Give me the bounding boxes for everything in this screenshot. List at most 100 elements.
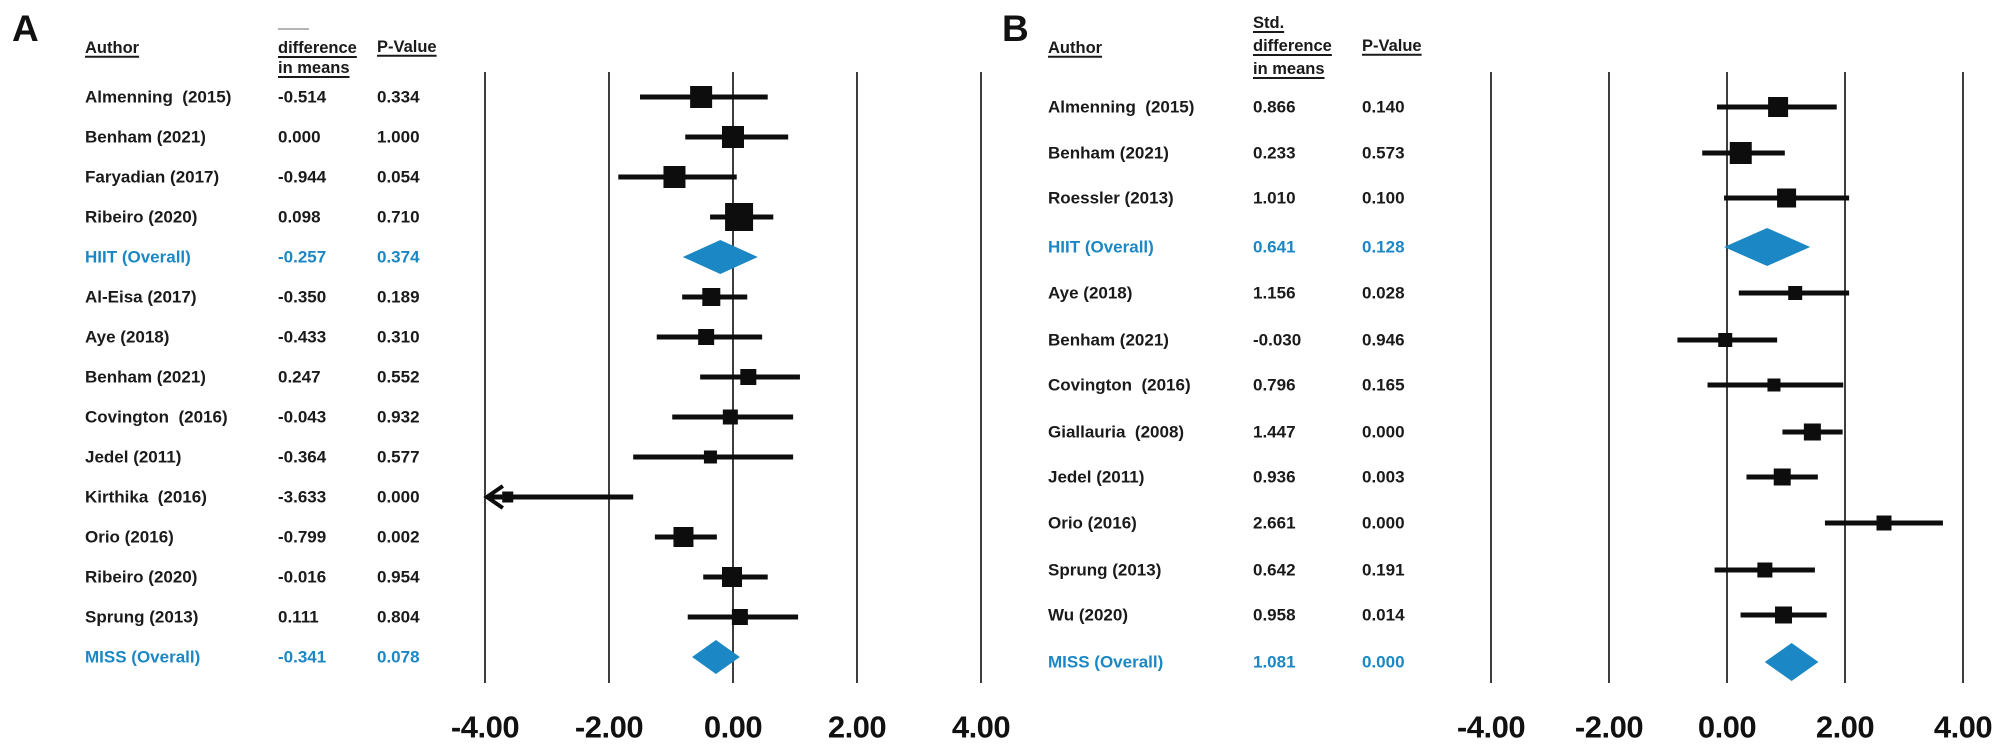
row-pvalue: 0.002 (377, 527, 420, 547)
row-effect-value: 0.866 (1253, 97, 1296, 117)
study-point-estimate-square (1803, 423, 1821, 441)
axis-tick-label: 4.00 (951, 709, 1011, 745)
author-column-header: Author (85, 38, 140, 57)
axis-tick-label: -4.00 (1456, 709, 1526, 745)
row-effect-value: 0.000 (278, 127, 321, 147)
row-effect-value: 1.081 (1253, 652, 1296, 672)
row-pvalue: 0.374 (377, 247, 420, 267)
row-author: Roessler (2013) (1048, 188, 1174, 208)
study-point-estimate-square (1876, 515, 1892, 531)
row-author: MISS (Overall) (85, 647, 201, 667)
row-author: Covington (2016) (85, 407, 228, 427)
row-pvalue: 0.552 (377, 367, 420, 387)
row-pvalue: 0.954 (377, 567, 420, 587)
row-pvalue: 0.028 (1362, 283, 1405, 303)
study-point-estimate-square (698, 329, 715, 345)
row-pvalue: 0.165 (1362, 375, 1405, 395)
axis-tick-label: -4.00 (450, 709, 520, 745)
overall-diamond (1764, 643, 1819, 681)
row-author: HIIT (Overall) (85, 247, 191, 267)
axis-tick-label: 4.00 (1933, 709, 1993, 745)
row-pvalue: 0.054 (377, 167, 420, 187)
row-author: Al-Eisa (2017) (85, 287, 197, 307)
row-effect-value: -0.944 (278, 167, 327, 187)
row-effect-value: 1.447 (1253, 422, 1296, 442)
row-effect-value: -0.341 (278, 647, 327, 667)
study-point-estimate-square (663, 166, 686, 188)
row-effect-value: -0.030 (1253, 330, 1302, 350)
row-effect-value: 0.111 (278, 607, 319, 627)
effect-column-header-line: difference (1253, 37, 1332, 55)
row-author: Giallauria (2008) (1048, 422, 1185, 442)
study-point-estimate-square (1775, 606, 1793, 624)
row-author: Wu (2020) (1048, 605, 1128, 625)
effect-column-header-line: in means (1253, 60, 1325, 78)
row-author: Orio (2016) (85, 527, 174, 547)
study-point-estimate-square (731, 609, 748, 625)
row-pvalue: 0.946 (1362, 330, 1405, 350)
row-effect-value: -0.257 (278, 247, 327, 267)
row-pvalue: 0.128 (1362, 237, 1405, 257)
row-author: Faryadian (2017) (85, 167, 220, 187)
row-author: Ribeiro (2020) (85, 207, 198, 227)
row-author: Aye (2018) (1048, 283, 1133, 303)
row-pvalue: 0.000 (377, 487, 420, 507)
row-author: Orio (2016) (1048, 513, 1137, 533)
clipped-std-header-line (278, 28, 309, 30)
row-effect-value: -0.043 (278, 407, 327, 427)
axis-tick-label: 2.00 (1815, 709, 1875, 745)
row-effect-value: 0.796 (1253, 375, 1296, 395)
row-pvalue: 0.100 (1362, 188, 1405, 208)
study-point-estimate-square (1767, 378, 1781, 392)
row-author: Ribeiro (2020) (85, 567, 198, 587)
row-pvalue: 0.310 (377, 327, 420, 347)
row-author: Covington (2016) (1048, 375, 1191, 395)
row-pvalue: 0.334 (377, 87, 420, 107)
axis-tick-label: 0.00 (703, 709, 763, 745)
pvalue-column-header: P-Value (377, 37, 437, 56)
row-author: Benham (2021) (85, 367, 206, 387)
row-author: Aye (2018) (85, 327, 170, 347)
effect-column-header-line: in means (278, 59, 350, 77)
study-point-estimate-square (725, 203, 754, 231)
study-point-estimate-square (1718, 333, 1733, 347)
ci-extends-left-arrowhead (483, 484, 504, 510)
row-author: HIIT (Overall) (1048, 237, 1154, 257)
pvalue-column-header: P-Value (1362, 36, 1422, 55)
row-effect-value: 0.958 (1253, 605, 1296, 625)
row-effect-value: -0.364 (278, 447, 327, 467)
author-column-header: Author (1048, 38, 1103, 57)
study-point-estimate-square (1773, 468, 1791, 486)
effect-column-header: difference in means (278, 38, 357, 78)
row-effect-value: -0.433 (278, 327, 327, 347)
row-effect-value: 0.642 (1253, 560, 1296, 580)
effect-column-header-line: Std. (1253, 14, 1285, 32)
row-pvalue: 0.189 (377, 287, 420, 307)
overall-diamond (1724, 228, 1811, 266)
effect-column-header: Std. difference in means (1253, 12, 1332, 81)
row-effect-value: 1.156 (1253, 283, 1296, 303)
row-effect-value: 0.233 (1253, 143, 1296, 163)
row-author: Benham (2021) (85, 127, 206, 147)
effect-column-header-line: difference (278, 39, 357, 57)
study-point-estimate-square (722, 126, 744, 148)
row-author: Almenning (2015) (1048, 97, 1195, 117)
axis-tick-label: -2.00 (574, 709, 644, 745)
row-effect-value: 0.098 (278, 207, 321, 227)
overall-diamond (692, 640, 740, 674)
study-point-estimate-square (722, 409, 738, 425)
row-pvalue: 0.000 (1362, 513, 1405, 533)
row-effect-value: -0.514 (278, 87, 327, 107)
row-pvalue: 0.932 (377, 407, 420, 427)
study-point-estimate-square (740, 369, 757, 385)
row-pvalue: 0.577 (377, 447, 420, 467)
row-author: Jedel (2011) (85, 447, 182, 467)
row-author: Jedel (2011) (1048, 467, 1145, 487)
study-point-estimate-square (502, 491, 514, 503)
row-author: Sprung (2013) (85, 607, 199, 627)
row-effect-value: -0.350 (278, 287, 327, 307)
row-effect-value: 1.010 (1253, 188, 1296, 208)
panel-a-label: A (12, 8, 39, 49)
row-effect-value: 0.641 (1253, 237, 1296, 257)
